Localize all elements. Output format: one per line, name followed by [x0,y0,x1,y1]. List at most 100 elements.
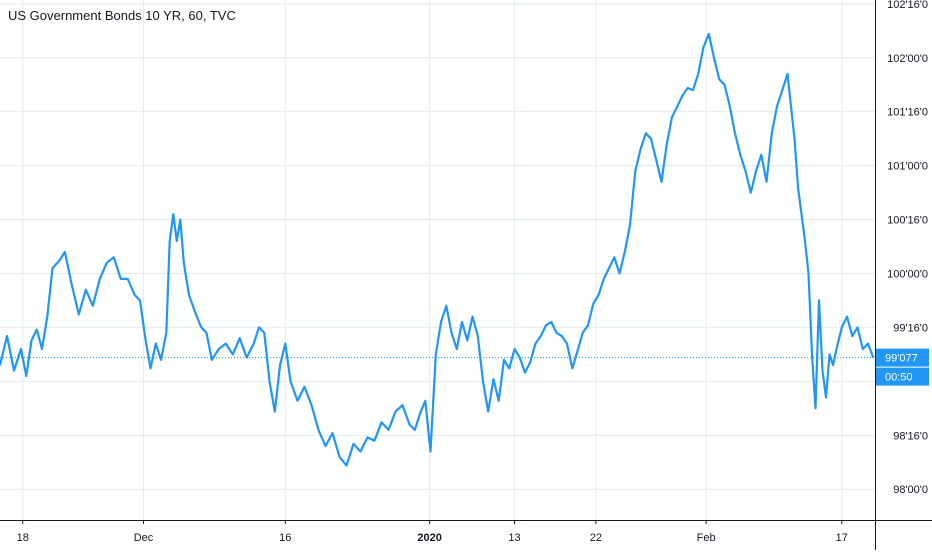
data-point [387,429,390,431]
data-point [352,443,355,445]
data-point [613,256,615,258]
data-point [78,313,80,316]
data-point [435,353,437,355]
current-price-box [876,348,929,367]
data-point [676,105,678,107]
data-point [771,132,773,134]
x-tick-label: Feb [697,532,716,544]
data-point [345,464,348,467]
data-point [477,335,479,337]
x-tick-label: 18 [17,532,29,544]
data-point [258,326,260,328]
y-tick-label: 100'00'0 [887,268,928,280]
data-point [524,372,526,374]
data-point [58,259,61,262]
data-point [324,445,327,447]
data-point [6,335,8,337]
y-tick-label: 100'16'0 [887,215,928,227]
data-point [456,348,458,350]
y-tick-label: 102'16'0 [887,0,928,11]
data-point [179,219,181,221]
data-point [310,404,313,406]
data-point [155,343,157,345]
data-point [692,89,694,91]
price-series-line [0,32,875,467]
data-point [419,413,421,415]
data-point [445,305,447,307]
data-point [571,367,573,369]
data-point [650,138,652,140]
data-point [750,192,752,194]
data-point [681,94,684,97]
price-labels: 99'077 00:50 [876,348,929,386]
data-point [92,305,94,307]
data-point [30,339,33,341]
data-point [811,353,813,355]
data-point [303,386,306,388]
data-point [253,343,255,345]
data-point [85,289,87,291]
data-point [645,132,647,134]
data-point [786,73,789,75]
data-point [534,343,537,345]
data-point [211,359,213,361]
data-point [529,361,531,363]
data-point [160,359,162,361]
data-point [555,332,558,334]
data-point [64,251,66,253]
data-point [144,337,146,339]
x-tick-label: 17 [836,532,848,544]
data-point [176,240,178,242]
current-price-label: 99'077 [885,353,918,365]
data-point [113,256,115,258]
data-point [466,339,468,341]
data-point [781,89,783,91]
data-point [99,278,101,280]
data-point [713,57,715,59]
countdown-label: 00:50 [885,372,913,384]
data-point [744,170,747,172]
data-point [134,294,136,296]
data-point [120,278,122,280]
data-point [268,380,271,382]
data-point [729,105,731,107]
data-point [807,272,810,275]
data-point [36,329,38,331]
data-point [734,132,736,134]
data-point [482,380,484,382]
data-point [106,262,108,264]
data-point [279,364,281,366]
data-point [655,159,657,161]
data-point [380,421,383,423]
data-point [540,335,542,337]
data-point [755,170,757,172]
data-point [867,343,869,345]
data-point [634,170,636,172]
data-point [232,353,234,355]
data-point [218,348,220,350]
data-point [46,316,48,318]
data-point [331,432,334,434]
x-tick-label: Dec [134,532,154,544]
data-point [639,148,642,150]
data-point [851,335,853,337]
data-point [804,240,806,242]
data-point [492,378,495,380]
y-tick-label: 98'00'0 [893,484,928,496]
data-point [566,343,568,345]
data-point [814,407,817,409]
data-point [760,154,762,156]
data-point [592,303,594,305]
data-point [169,240,171,242]
data-point [825,396,827,399]
data-point [274,411,276,413]
data-point [561,335,563,337]
data-point [394,411,397,413]
data-point [487,411,489,413]
x-tick-label: 13 [508,532,520,544]
data-point [401,404,404,406]
data-point [263,332,265,334]
